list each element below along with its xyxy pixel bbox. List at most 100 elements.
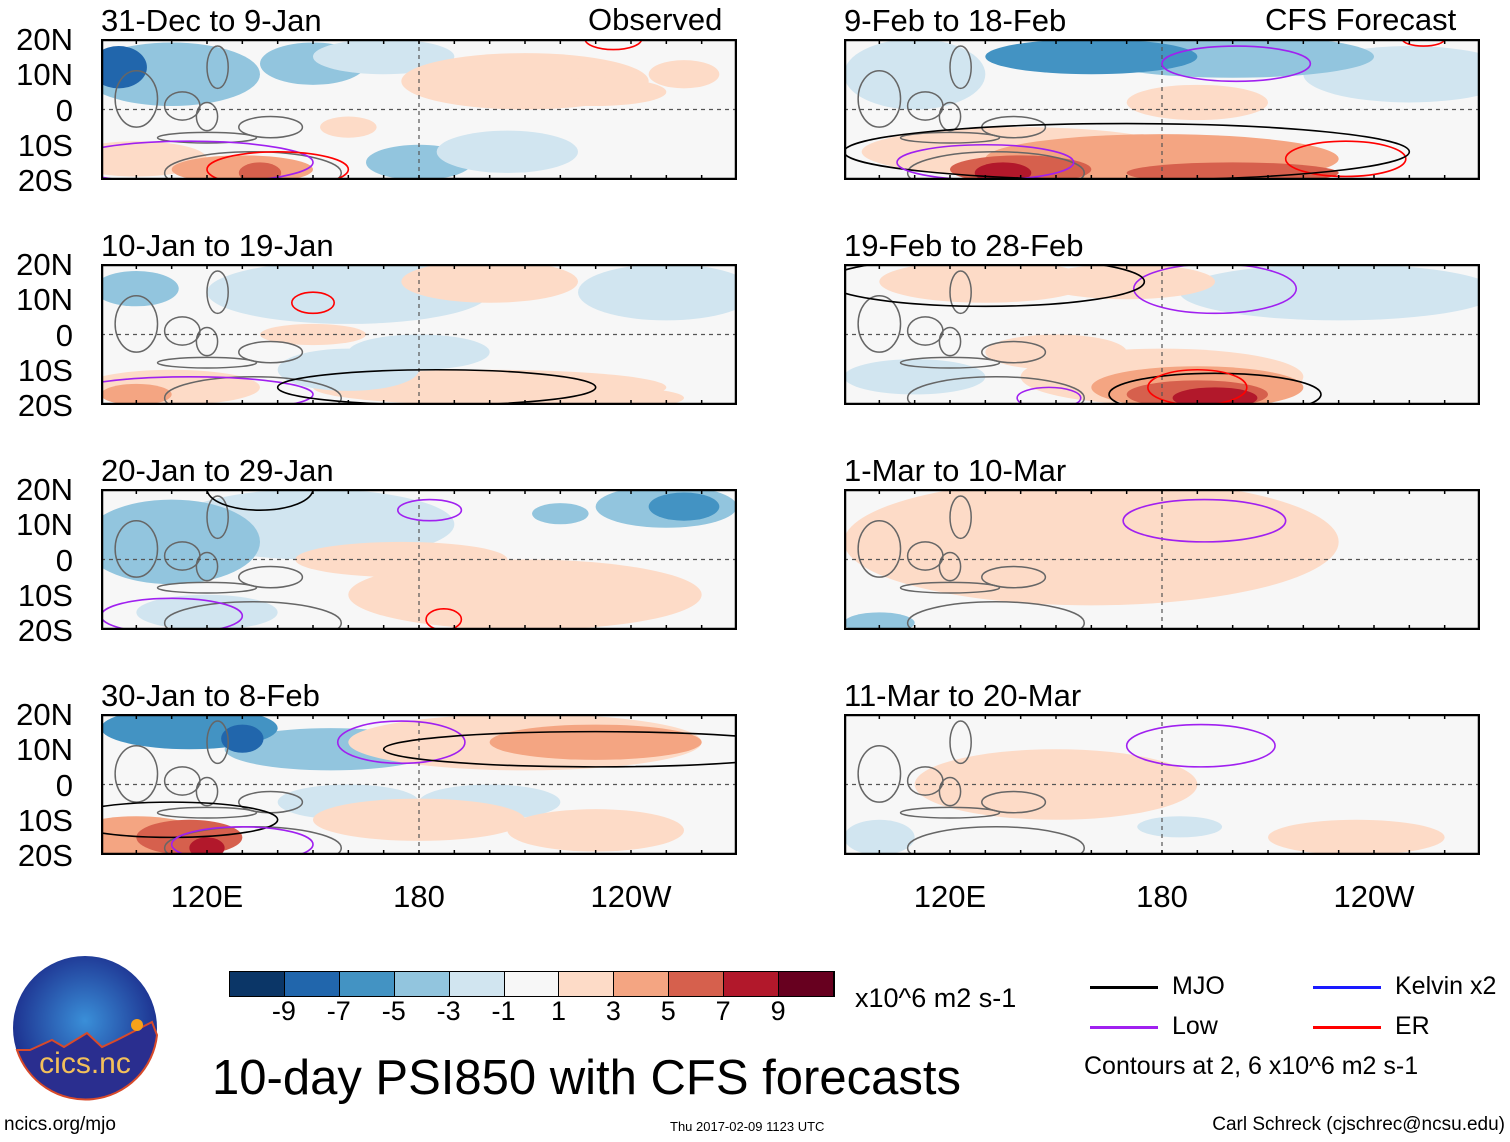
anomaly-region bbox=[542, 387, 684, 405]
anomaly-region bbox=[974, 162, 1032, 180]
anomaly-region bbox=[525, 77, 667, 106]
anomaly-region bbox=[879, 264, 1092, 303]
forecast-header: CFS Forecast bbox=[1265, 2, 1457, 37]
coastline bbox=[156, 581, 258, 594]
coastline bbox=[206, 495, 229, 540]
low-contour bbox=[101, 376, 314, 405]
y-tick-label: 10N bbox=[16, 732, 73, 768]
y-tick-label: 20N bbox=[16, 247, 73, 282]
credit: Carl Schreck (cjschrec@ncsu.edu) bbox=[1212, 1114, 1505, 1135]
low-contour bbox=[101, 597, 244, 630]
map-panel bbox=[844, 489, 1480, 630]
coastline bbox=[938, 776, 962, 807]
er-contour bbox=[425, 608, 463, 630]
anomaly-region bbox=[260, 323, 366, 346]
colorbar-tick-label: 7 bbox=[715, 996, 731, 1026]
map-panel bbox=[101, 714, 737, 855]
mjo-contour bbox=[101, 801, 279, 839]
coastline bbox=[949, 45, 972, 90]
contour-note: Contours at 2, 6 x10^6 m2 s-1 bbox=[1084, 1052, 1419, 1080]
figure-title: 10-day PSI850 with CFS forecasts bbox=[212, 1051, 961, 1105]
coastline bbox=[238, 565, 304, 589]
colorbar-tick-label: -5 bbox=[381, 996, 406, 1026]
coastline bbox=[949, 720, 972, 765]
colorbar-swatch bbox=[724, 972, 780, 996]
coastline bbox=[156, 131, 258, 144]
legend-label: MJO bbox=[1172, 972, 1225, 1000]
y-tick-label: 20S bbox=[17, 613, 73, 648]
coastline bbox=[857, 519, 902, 578]
x-tick-label: 120W bbox=[1333, 879, 1415, 914]
x-tick-label: 120W bbox=[590, 879, 672, 914]
y-tick-label: 20N bbox=[16, 22, 73, 57]
anomaly-region bbox=[101, 271, 179, 307]
coastline bbox=[238, 340, 304, 364]
coastline bbox=[899, 131, 1001, 144]
anomaly-region bbox=[101, 46, 147, 89]
observed-header: Observed bbox=[588, 2, 723, 37]
coastline bbox=[981, 340, 1047, 364]
x-tick-label: 180 bbox=[1136, 879, 1188, 914]
legend-label: Low bbox=[1172, 1012, 1218, 1040]
colorbar-tick-label: 5 bbox=[660, 996, 676, 1026]
x-tick-label: 180 bbox=[393, 879, 445, 914]
coastline bbox=[206, 45, 229, 90]
coastline bbox=[899, 806, 1001, 819]
anomaly-region bbox=[844, 489, 1339, 606]
coastline bbox=[206, 270, 229, 315]
coastline bbox=[156, 806, 258, 819]
coastline bbox=[156, 356, 258, 369]
map-panel bbox=[101, 489, 737, 630]
anomaly-region bbox=[578, 264, 737, 321]
er-contour bbox=[291, 291, 336, 315]
coastline bbox=[163, 376, 342, 405]
site-url[interactable]: ncics.org/mjo bbox=[4, 1114, 116, 1135]
anomaly-region bbox=[914, 749, 1198, 820]
coastline bbox=[949, 495, 972, 540]
anomaly-region bbox=[1179, 264, 1480, 321]
colorbar-swatch bbox=[230, 972, 285, 996]
coastline bbox=[857, 69, 902, 128]
coastline bbox=[906, 151, 1085, 180]
x-tick-label: 120E bbox=[913, 879, 987, 914]
legend-line-mjo bbox=[1090, 986, 1158, 989]
cics-logo: cics.nc bbox=[13, 956, 158, 1101]
y-tick-label: 20S bbox=[17, 388, 73, 423]
colorbar-tick-label: -1 bbox=[491, 996, 516, 1026]
anomaly-region bbox=[189, 837, 225, 855]
coastline bbox=[195, 551, 219, 582]
anomaly-region bbox=[1172, 387, 1258, 405]
x-tick-label: 120E bbox=[170, 879, 244, 914]
y-tick-label: 20S bbox=[17, 838, 73, 873]
legend-label: Kelvin x2 bbox=[1395, 972, 1497, 1000]
colorbar-tick-label: 1 bbox=[550, 996, 566, 1026]
y-tick-label: 10N bbox=[16, 507, 73, 543]
anomaly-region bbox=[844, 39, 986, 110]
panel-title: 31-Dec to 9-Jan bbox=[101, 3, 322, 38]
anomaly-region bbox=[295, 541, 508, 578]
er-contour bbox=[1147, 368, 1248, 405]
legend-line-low bbox=[1090, 1026, 1158, 1029]
coastline bbox=[938, 551, 962, 582]
coastline bbox=[899, 356, 1001, 369]
low-contour bbox=[896, 143, 1075, 180]
coastline bbox=[206, 720, 229, 765]
anomaly-region bbox=[1038, 264, 1215, 300]
anomaly-region bbox=[507, 594, 614, 630]
er-contour bbox=[1401, 39, 1446, 47]
anomaly-region bbox=[1137, 816, 1223, 838]
anomaly-region bbox=[489, 724, 702, 760]
anomaly-region bbox=[101, 383, 172, 405]
anomaly-region bbox=[985, 39, 1198, 75]
legend-line-kelvin bbox=[1313, 986, 1381, 989]
er-contour bbox=[1284, 140, 1407, 178]
legend-label: ER bbox=[1395, 1012, 1430, 1040]
y-tick-label: 0 bbox=[55, 542, 73, 578]
mjo-contour bbox=[206, 489, 314, 511]
panel-title: 20-Jan to 29-Jan bbox=[101, 453, 334, 488]
coastline bbox=[114, 744, 159, 803]
anomaly-region bbox=[1126, 84, 1268, 121]
anomaly-region bbox=[532, 503, 589, 525]
mjo-contour bbox=[844, 264, 1146, 308]
colorbar-swatch bbox=[394, 972, 450, 996]
